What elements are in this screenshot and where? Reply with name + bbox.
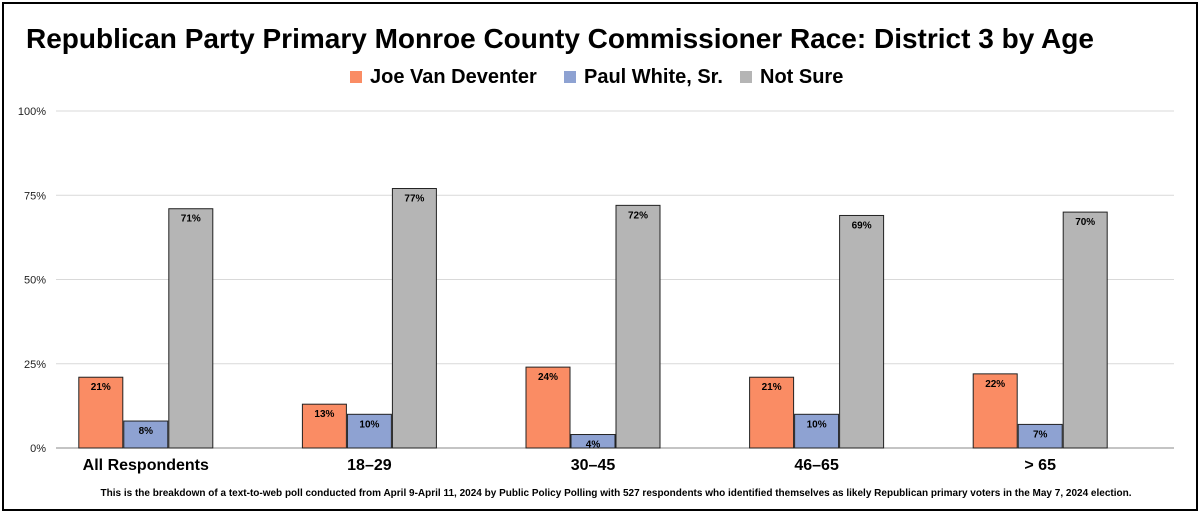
legend-label: Joe Van Deventer <box>370 66 537 88</box>
data-label: 69% <box>852 220 872 231</box>
bar-chart: Republican Party Primary Monroe County C… <box>18 23 1174 499</box>
bar <box>346 413 392 449</box>
legend-swatch <box>740 71 752 83</box>
data-label: 24% <box>538 372 558 383</box>
bar <box>1017 423 1063 449</box>
chart-title: Republican Party Primary Monroe County C… <box>26 23 1094 54</box>
data-label: 21% <box>91 382 111 393</box>
data-label: 13% <box>314 409 334 420</box>
y-tick-label: 0% <box>30 443 46 455</box>
data-label: 10% <box>359 419 379 430</box>
data-label: 21% <box>762 382 782 393</box>
chart-legend: Joe Van Deventer Paul White, Sr. Not Sure <box>350 66 843 88</box>
bar <box>794 413 840 449</box>
data-label: 8% <box>139 426 154 437</box>
x-tick-label: All Respondents <box>83 457 209 474</box>
y-axis: 0% 25% 50% 75% 100% <box>18 106 46 455</box>
x-tick-label: 18–29 <box>347 457 392 474</box>
bar <box>615 204 661 449</box>
bar <box>1062 211 1108 449</box>
bar <box>749 376 795 449</box>
y-tick-label: 75% <box>24 190 46 202</box>
x-tick-label: 46–65 <box>794 457 839 474</box>
chart-footnote: This is the breakdown of a text-to-web p… <box>100 488 1131 499</box>
legend-swatch <box>350 71 362 83</box>
bar <box>78 376 124 449</box>
data-label: 10% <box>807 419 827 430</box>
bar <box>525 366 571 449</box>
legend-swatch <box>564 71 576 83</box>
bar <box>570 434 616 449</box>
bar <box>168 208 214 449</box>
x-tick-label: 30–45 <box>571 457 616 474</box>
bar <box>391 188 437 449</box>
data-label: 77% <box>404 194 424 205</box>
x-tick-label: > 65 <box>1024 457 1056 474</box>
data-label: 72% <box>628 210 648 221</box>
data-label: 4% <box>586 440 601 451</box>
data-label: 70% <box>1075 217 1095 228</box>
bar <box>123 420 169 449</box>
legend-label: Paul White, Sr. <box>584 66 723 88</box>
legend-label: Not Sure <box>760 66 843 88</box>
y-tick-label: 50% <box>24 275 46 287</box>
x-axis: All Respondents 18–29 30–45 46–65 > 65 <box>83 457 1056 474</box>
bar <box>301 403 347 449</box>
y-tick-label: 25% <box>24 359 46 371</box>
data-label: 22% <box>985 379 1005 390</box>
bar-series: 21% 8% 71% 13% 10% 77% 24% 4% 72% 21% 10% 69% 22% 7% 7… <box>78 188 1108 451</box>
bar <box>972 373 1018 449</box>
bar <box>839 214 885 449</box>
y-tick-label: 100% <box>18 106 46 118</box>
data-label: 7% <box>1033 429 1048 440</box>
data-label: 71% <box>181 214 201 225</box>
